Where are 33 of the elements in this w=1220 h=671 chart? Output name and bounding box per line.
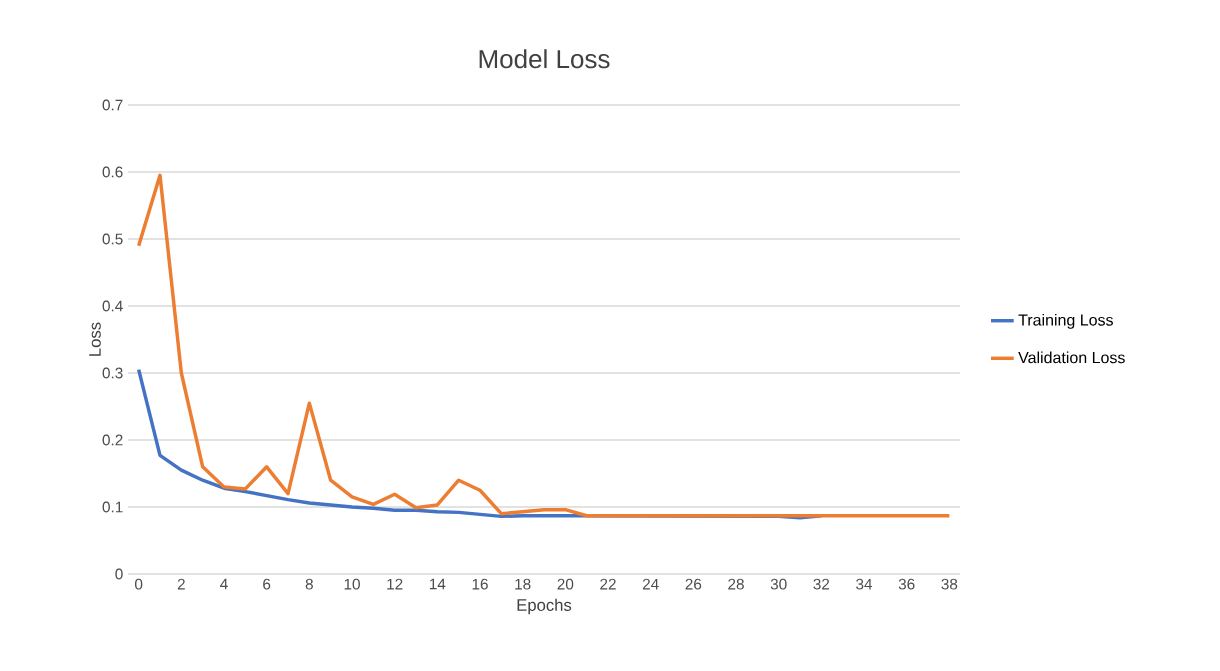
x-tick-label: 18 [515,578,531,590]
y-tick-label: 0 [115,568,123,580]
y-tick-label: 0.3 [102,367,123,379]
x-axis-title: Epochs [517,598,572,615]
y-axis-title: Loss [89,322,101,356]
x-tick-label: 30 [770,578,787,590]
x-tick-label: 10 [344,578,360,590]
x-tick-label: 16 [472,578,488,590]
y-tick-label: 0.2 [102,434,123,446]
y-tick-label: 0.5 [102,233,123,245]
x-tick-label: 0 [135,578,143,590]
x-tick-label: 12 [387,578,403,590]
x-tick-label: 36 [898,578,915,590]
x-tick-label: 8 [305,578,313,590]
x-tick-label: 14 [429,578,446,590]
y-tick-label: 0.6 [102,166,123,178]
x-tick-label: 28 [728,578,744,590]
x-tick-label: 22 [600,578,616,590]
x-tick-label: 2 [177,578,185,590]
y-tick-label: 0.4 [102,300,123,312]
x-tick-label: 38 [941,578,958,590]
x-tick-label: 24 [642,578,659,590]
legend-label: Validation Loss [1018,351,1125,364]
legend-label: Training Loss [1018,313,1113,329]
x-tick-label: 34 [856,578,873,590]
y-tick-label: 0.1 [102,501,123,513]
x-tick-label: 20 [557,578,574,590]
x-tick-label: 32 [813,578,830,590]
x-tick-label: 4 [220,578,228,590]
x-tick-label: 6 [263,578,271,590]
x-tick-label: 26 [685,578,702,590]
y-tick-label: 0.7 [102,99,123,111]
chart-title: Model Loss [479,49,610,69]
